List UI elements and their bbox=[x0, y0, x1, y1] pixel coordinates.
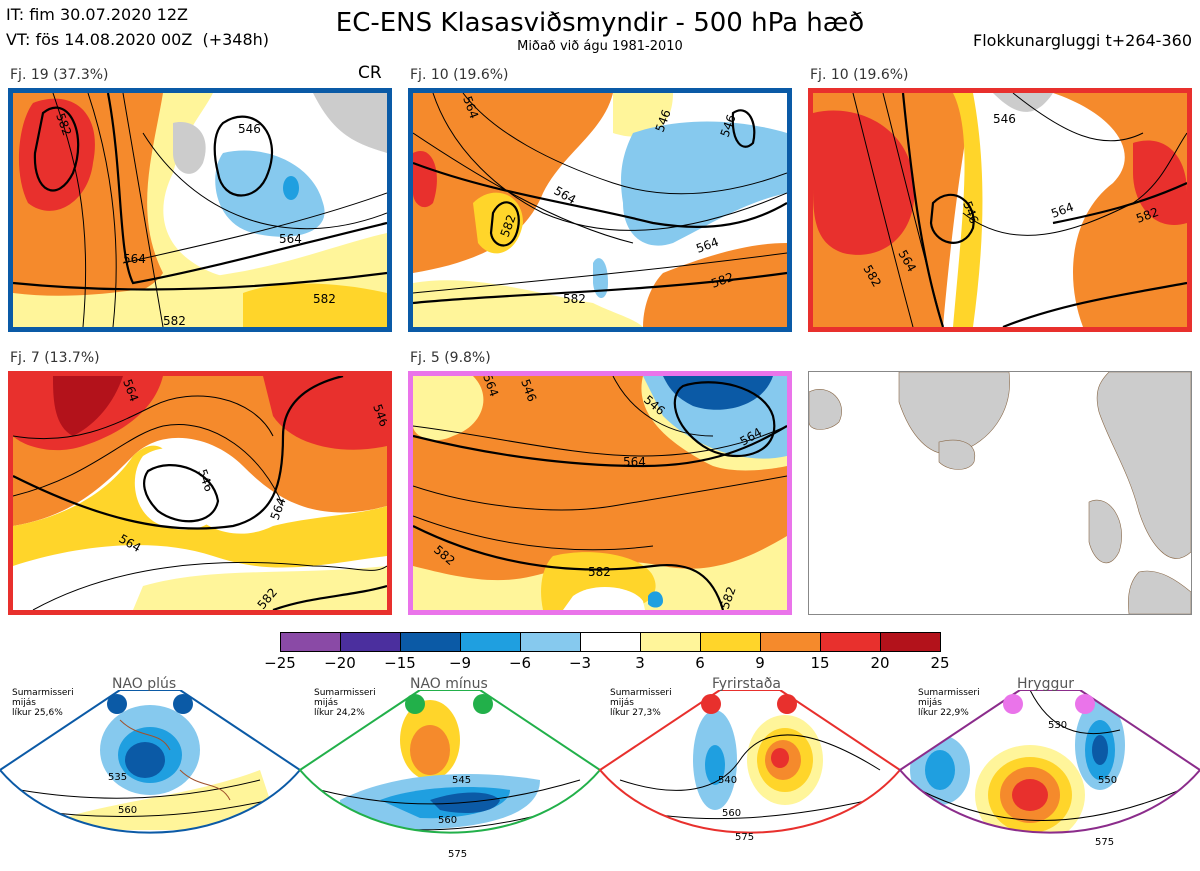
initial-time: IT: fim 30.07.2020 12Z bbox=[6, 5, 188, 24]
colorbar-swatch bbox=[400, 632, 461, 652]
svg-text:546: 546 bbox=[238, 122, 261, 136]
regime-4-dot-right bbox=[1075, 694, 1095, 714]
page-subtitle: Miðað við águ 1981-2010 bbox=[517, 39, 683, 54]
regime-3-dot-right bbox=[777, 694, 797, 714]
colorbar-swatch bbox=[280, 632, 341, 652]
svg-text:530: 530 bbox=[1048, 720, 1067, 731]
panel-2-label: Fj. 10 (19.6%) bbox=[410, 67, 509, 83]
colorbar-tick-label: 15 bbox=[810, 654, 830, 672]
regime-3-info: Sumarmisseri mijás líkur 27,3% bbox=[610, 688, 672, 718]
regime-2-dot-left bbox=[405, 694, 425, 714]
regime-4-title: Hryggur bbox=[1017, 676, 1074, 692]
colorbar-swatch bbox=[340, 632, 401, 652]
svg-text:564: 564 bbox=[123, 252, 146, 266]
panel-3-map: 546 546 564 582 564 582 bbox=[808, 88, 1192, 332]
colorbar-swatch bbox=[640, 632, 701, 652]
svg-text:575: 575 bbox=[735, 832, 754, 843]
svg-text:535: 535 bbox=[108, 772, 127, 783]
svg-text:582: 582 bbox=[718, 585, 739, 610]
regime-2-info: Sumarmisseri mijás líkur 24,2% bbox=[314, 688, 376, 718]
panel-5-map: 564 546 546 564 564 582 582 582 bbox=[408, 371, 792, 615]
panel-1-label: Fj. 19 (37.3%) bbox=[10, 67, 109, 83]
panel-1-map: 582 564 546 564 582 582 bbox=[8, 88, 392, 332]
panel-3-label: Fj. 10 (19.6%) bbox=[810, 67, 909, 83]
regime-4-dot-left bbox=[1003, 694, 1023, 714]
regime-3-dot-left bbox=[701, 694, 721, 714]
colorbar-tick-label: −15 bbox=[384, 654, 416, 672]
colorbar-tick-label: −20 bbox=[324, 654, 356, 672]
colorbar-tick-label: 20 bbox=[870, 654, 890, 672]
svg-text:545: 545 bbox=[452, 775, 471, 786]
valid-time: VT: fös 14.08.2020 00Z (+348h) bbox=[6, 30, 270, 49]
colorbar-swatch bbox=[820, 632, 881, 652]
page-title: EC-ENS Klasasviðsmyndir - 500 hPa hæð bbox=[335, 8, 865, 38]
regime-1-dot-left bbox=[107, 694, 127, 714]
svg-text:564: 564 bbox=[279, 232, 302, 246]
colorbar-tick-label: 3 bbox=[635, 654, 645, 672]
svg-text:546: 546 bbox=[993, 112, 1016, 126]
regime-2-dot-right bbox=[473, 694, 493, 714]
regime-2-title: NAO mínus bbox=[410, 676, 488, 692]
panel-5-label: Fj. 5 (9.8%) bbox=[410, 350, 491, 366]
colorbar-swatch bbox=[700, 632, 761, 652]
regime-3-title: Fyrirstaða bbox=[712, 676, 781, 692]
colorbar-swatch bbox=[880, 632, 941, 652]
svg-text:550: 550 bbox=[1098, 775, 1117, 786]
panel-2-map: 564 546 546 582 564 582 564 582 bbox=[408, 88, 792, 332]
svg-text:564: 564 bbox=[623, 455, 646, 469]
regime-1-title: NAO plús bbox=[112, 676, 177, 692]
colorbar-tick-label: −25 bbox=[264, 654, 296, 672]
base-map-panel bbox=[808, 371, 1192, 615]
svg-text:582: 582 bbox=[163, 314, 186, 327]
colorbar-tick-label: 25 bbox=[930, 654, 950, 672]
svg-text:560: 560 bbox=[118, 805, 137, 816]
svg-text:582: 582 bbox=[313, 292, 336, 306]
colorbar-swatch bbox=[460, 632, 521, 652]
colorbar-tick-label: 9 bbox=[755, 654, 765, 672]
panel-4-map: 564 546 564 564 546 582 bbox=[8, 371, 392, 615]
regime-sectors: 535 560 545 560 575 540 560 575 bbox=[0, 690, 1200, 860]
colorbar-swatch bbox=[760, 632, 821, 652]
svg-text:582: 582 bbox=[563, 292, 586, 306]
panel-4-label: Fj. 7 (13.7%) bbox=[10, 350, 100, 366]
colorbar-tick-label: −9 bbox=[448, 654, 472, 672]
colorbar-tick-label: −6 bbox=[508, 654, 532, 672]
svg-text:575: 575 bbox=[448, 849, 467, 860]
svg-text:540: 540 bbox=[718, 775, 737, 786]
colorbar-tick-label: 6 bbox=[695, 654, 705, 672]
regime-4-info: Sumarmisseri mijás líkur 22,9% bbox=[918, 688, 980, 718]
regime-1-info: Sumarmisseri mijás líkur 25,6% bbox=[12, 688, 74, 718]
svg-text:560: 560 bbox=[438, 815, 457, 826]
regime-1-dot-right bbox=[173, 694, 193, 714]
panel-1-tag: CR bbox=[358, 63, 382, 83]
svg-text:582: 582 bbox=[588, 565, 611, 579]
colorbar-swatch bbox=[580, 632, 641, 652]
classification-window: Flokkunargluggi t+264-360 bbox=[973, 31, 1192, 50]
colorbar-swatch bbox=[520, 632, 581, 652]
svg-text:575: 575 bbox=[1095, 837, 1114, 848]
svg-text:560: 560 bbox=[722, 808, 741, 819]
colorbar-tick-label: −3 bbox=[568, 654, 592, 672]
